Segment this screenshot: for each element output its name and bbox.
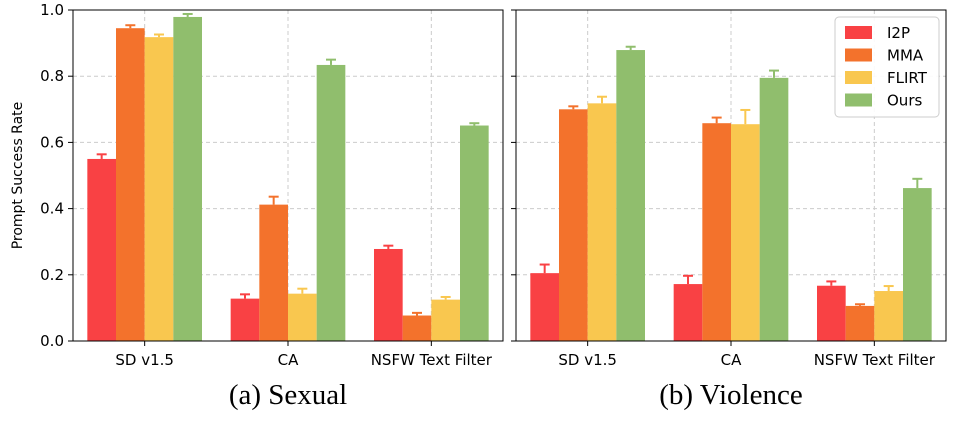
bar-i2p-nsfw-text-filter xyxy=(374,248,403,341)
bar-ours-sd-v1-5 xyxy=(173,16,202,342)
legend-label-i2p: I2P xyxy=(887,24,910,42)
bar-flirt-ca xyxy=(288,293,317,341)
legend-label-flirt: FLIRT xyxy=(887,69,928,87)
legend-swatch-ours xyxy=(845,93,872,107)
legend-label-ours: Ours xyxy=(887,92,922,110)
y-tick-label: 1.0 xyxy=(40,1,64,19)
bar-mma-nsfw-text-filter xyxy=(845,305,875,341)
x-tick-label: CA xyxy=(278,351,299,369)
legend-swatch-i2p xyxy=(845,26,872,39)
bar-i2p-ca xyxy=(230,298,260,341)
legend-label-mma: MMA xyxy=(887,47,924,65)
x-tick-label: SD v1.5 xyxy=(558,351,617,369)
bar-mma-ca xyxy=(259,204,288,341)
bar-mma-nsfw-text-filter xyxy=(402,315,432,341)
bar-ours-nsfw-text-filter xyxy=(460,125,489,341)
y-tick-label: 0.4 xyxy=(40,200,64,218)
bar-ours-ca xyxy=(759,77,789,341)
bar-mma-ca xyxy=(702,123,731,342)
bar-flirt-nsfw-text-filter xyxy=(874,291,903,341)
bar-flirt-sd-v1-5 xyxy=(144,37,174,341)
y-tick-label: 0.6 xyxy=(40,133,64,151)
bar-ours-sd-v1-5 xyxy=(616,50,645,342)
bar-i2p-ca xyxy=(673,284,703,341)
legend-box xyxy=(834,16,940,118)
panel-caption: (a) Sexual xyxy=(229,379,347,411)
bar-mma-sd-v1-5 xyxy=(559,109,588,341)
legend-swatch-flirt xyxy=(845,71,872,84)
x-tick-label: CA xyxy=(721,351,742,369)
bar-i2p-nsfw-text-filter xyxy=(817,285,846,341)
bar-flirt-sd-v1-5 xyxy=(587,103,617,341)
legend: I2P MMA FLIRT Ours xyxy=(834,16,940,118)
y-axis-label: Prompt Success Rate xyxy=(10,102,26,250)
y-tick-label: 0.2 xyxy=(40,266,64,284)
y-tick-label: 0.0 xyxy=(40,332,64,350)
y-tick-label: 0.8 xyxy=(40,67,64,85)
panel-caption: (b) Violence xyxy=(659,379,802,411)
legend-swatch-mma xyxy=(845,48,872,62)
chart-panel-1: SD v1.5 CA NSFW Text Filter 0.0 0.2 0.4 0.6 0.8… xyxy=(10,1,504,411)
bar-flirt-nsfw-text-filter xyxy=(431,299,460,341)
bar-ours-nsfw-text-filter xyxy=(903,188,932,341)
bar-i2p-sd-v1-5 xyxy=(87,158,116,341)
x-tick-label: NSFW Text Filter xyxy=(371,351,493,369)
bar-i2p-sd-v1-5 xyxy=(530,273,559,341)
bar-flirt-ca xyxy=(731,124,760,341)
x-tick-label: SD v1.5 xyxy=(115,351,174,369)
chart-panel-2: SD v1.5 CA NSFW Text Filter (b) Violence I2P… xyxy=(511,9,947,411)
bar-ours-ca xyxy=(316,64,346,342)
bar-mma-sd-v1-5 xyxy=(116,28,145,342)
x-tick-label: NSFW Text Filter xyxy=(814,351,936,369)
